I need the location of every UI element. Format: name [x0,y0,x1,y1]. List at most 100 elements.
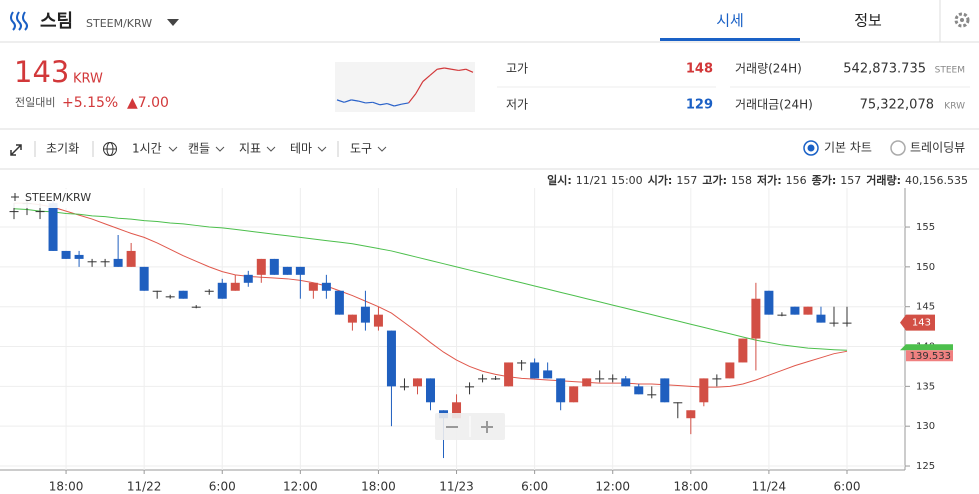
candle-body [647,394,657,396]
candle-body [504,362,514,387]
sparkline [336,67,474,107]
toolbar-item[interactable]: 도구 [350,142,372,156]
candle-body [282,266,292,275]
toolbar-item[interactable]: 1시간 [132,142,162,156]
sparkline-segment [379,102,388,106]
chart-mode[interactable]: 기본 차트 [824,141,872,155]
candle-body [256,258,266,275]
fullscreen-icon[interactable] [10,144,22,156]
candle-body [478,378,488,380]
toolbar-item[interactable]: 초기화 [46,142,79,156]
sparkline-segment [372,101,381,106]
dropdown-arrow[interactable] [167,19,179,26]
chart-mode[interactable]: 트레이딩뷰 [910,141,965,155]
radio-on[interactable] [803,140,819,156]
ma-tag-marker [900,344,953,351]
globe-icon[interactable] [103,142,117,156]
toolbar-item[interactable]: 지표 [239,142,261,156]
price: 143 [14,55,69,89]
stat-label: 거래대금(24H) [735,98,813,112]
info-value: 157 [840,174,861,187]
stat-value: 129 [686,98,713,113]
tab[interactable]: 시세 [716,12,744,30]
stat-unit: STEEM [935,66,965,76]
candle-body [790,306,800,315]
candle-body [699,378,709,403]
x-tick-label: 18:00 [674,480,709,494]
candle-body [491,378,501,380]
candle-body [191,306,201,308]
plot: 12513013514014515015518:0011/226:0012:00… [0,188,953,494]
candle-body [842,322,852,324]
candle-body [608,378,618,380]
candle-body [530,362,540,379]
tab[interactable]: 정보 [854,12,882,30]
change-rate: +5.15% [62,95,118,111]
candle-body [595,378,605,380]
candle-body [178,290,188,299]
candle-body [204,290,214,292]
candle-body [295,266,305,275]
info-value: 40,156.535 [905,174,968,187]
info-label: 일시: [547,173,572,187]
sparkline-segment [343,99,352,103]
info-label: 저가: [757,173,782,187]
candle-body [452,402,462,419]
candle-body [829,322,839,324]
zoom-in[interactable] [481,421,493,433]
candle-body [465,386,475,388]
stat-label: 고가 [506,62,528,76]
sparkline-segment [365,101,373,104]
sparkline-segment [336,99,345,103]
toolbar-item[interactable]: 테마 [290,142,312,156]
x-tick-label: 6:00 [209,480,236,494]
candle-body [87,261,97,263]
x-tick-label: 18:00 [361,480,396,494]
info-value: 158 [731,174,752,187]
candle-body [321,282,331,291]
candle-body [230,282,240,291]
settings-icon[interactable] [954,12,970,28]
x-tick-label: 12:00 [283,480,318,494]
coin-name: 스팀 [40,11,73,32]
x-tick-label: 6:00 [521,480,548,494]
candle-body [347,314,357,323]
candle-body [386,330,396,387]
candle-body [61,250,71,259]
candle-body [777,314,787,316]
candle-body [556,378,566,403]
candle-body [569,386,579,403]
legend-symbol: STEEM/KRW [25,191,91,204]
y-tick-label: 135 [916,381,935,392]
y-tick-label: 150 [916,262,935,273]
y-tick-label: 125 [916,461,935,472]
sparkline-segment [422,74,431,82]
candle-body [621,378,631,387]
candle-body [751,298,761,339]
price-tag-label: 143 [912,318,931,329]
radio-dot [807,144,815,152]
candle-body [660,378,670,403]
radio-off[interactable] [890,140,906,156]
candle-body [543,370,553,379]
candle-body [308,282,318,291]
candle-body [412,378,422,387]
x-tick-label: 11/24 [752,480,787,494]
info-value: 156 [786,174,807,187]
change-amount: ▲7.00 [127,95,169,111]
candle-body [803,306,813,315]
x-tick-label: 6:00 [834,480,861,494]
ma-tag [906,350,953,362]
legend-box [8,189,105,208]
sparkline-segment [465,68,474,73]
candle-body [139,266,149,291]
info-label: 시가: [648,173,673,187]
sparkline-segment [401,102,409,105]
candle-body [126,250,136,267]
toolbar-item[interactable]: 캔들 [188,142,210,156]
candle-body [113,258,123,267]
candle-body [217,282,227,299]
stat-value: 542,873.735 [843,62,926,77]
stat-value: 148 [686,62,713,77]
